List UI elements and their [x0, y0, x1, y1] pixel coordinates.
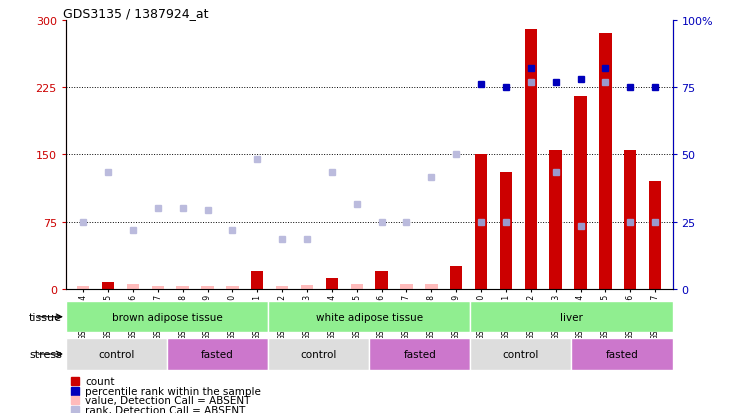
Text: brown adipose tissue: brown adipose tissue	[112, 312, 222, 322]
Bar	[268, 339, 369, 370]
Bar	[201, 287, 213, 289]
Bar	[624, 150, 637, 289]
Text: control: control	[503, 349, 539, 359]
Bar	[151, 287, 164, 289]
Text: control: control	[300, 349, 337, 359]
Bar	[401, 285, 413, 289]
Bar	[572, 339, 673, 370]
Text: tissue: tissue	[29, 312, 62, 322]
Text: count: count	[86, 376, 115, 386]
Text: GDS3135 / 1387924_at: GDS3135 / 1387924_at	[63, 7, 208, 19]
Bar	[66, 339, 167, 370]
Text: stress: stress	[29, 349, 62, 359]
Text: fasted: fasted	[201, 349, 234, 359]
Bar	[550, 150, 562, 289]
Bar	[350, 285, 363, 289]
Bar	[226, 287, 238, 289]
Bar	[425, 285, 438, 289]
Bar	[176, 287, 189, 289]
Bar	[500, 173, 512, 289]
Bar	[66, 301, 268, 332]
Bar	[599, 34, 612, 289]
Text: control: control	[98, 349, 135, 359]
Bar	[300, 285, 313, 289]
Text: fasted: fasted	[404, 349, 436, 359]
Bar	[325, 278, 338, 289]
Bar	[475, 155, 488, 289]
Bar	[167, 339, 268, 370]
Text: liver: liver	[560, 312, 583, 322]
Bar	[251, 271, 263, 289]
Bar	[575, 97, 587, 289]
Text: percentile rank within the sample: percentile rank within the sample	[86, 386, 261, 396]
Bar	[126, 285, 139, 289]
Bar	[470, 339, 572, 370]
Text: white adipose tissue: white adipose tissue	[316, 312, 423, 322]
Bar	[525, 30, 537, 289]
Bar	[102, 282, 114, 289]
Bar	[369, 339, 470, 370]
Text: rank, Detection Call = ABSENT: rank, Detection Call = ABSENT	[86, 405, 246, 413]
Text: fasted: fasted	[605, 349, 638, 359]
Text: value, Detection Call = ABSENT: value, Detection Call = ABSENT	[86, 396, 251, 406]
Bar	[376, 271, 388, 289]
Bar	[77, 287, 89, 289]
Bar	[268, 301, 470, 332]
Bar	[470, 301, 673, 332]
Bar	[276, 287, 288, 289]
Bar	[649, 182, 662, 289]
Bar	[450, 267, 463, 289]
